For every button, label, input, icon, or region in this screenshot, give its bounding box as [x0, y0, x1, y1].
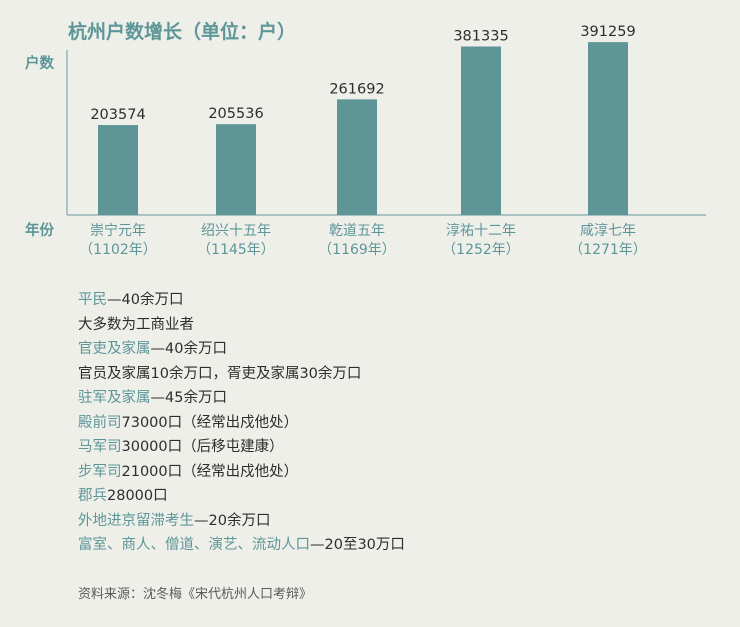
x-tick-year-label: （1271年） [569, 242, 647, 258]
note-item: 外地进京留滞考生—20余万口 [78, 509, 405, 534]
x-tick-year-label: （1145年） [197, 242, 275, 258]
note-label: 步军司 [78, 463, 122, 480]
note-label: 外地进京留滞考生 [78, 512, 194, 529]
note-item: 步军司21000口（经常出戍他处） [78, 460, 405, 485]
note-item: 大多数为工商业者 [78, 313, 405, 338]
note-item: 官员及家属10余万口，胥吏及家属30余万口 [78, 362, 405, 387]
source-note: 资料来源：沈冬梅《宋代杭州人口考辩》 [78, 587, 313, 602]
note-text: —20至30万口 [310, 537, 405, 553]
data-label: 391259 [580, 24, 635, 40]
bar [461, 46, 501, 215]
bar [98, 125, 138, 215]
note-label: 殿前司 [78, 414, 122, 431]
note-label: 驻军及家属 [78, 390, 151, 406]
note-text: 73000口（经常出戍他处） [121, 414, 299, 431]
data-label: 203574 [90, 107, 145, 123]
note-text: —20余万口 [194, 512, 271, 529]
note-text: —40余万口 [107, 292, 184, 308]
note-label: 郡兵 [78, 488, 107, 504]
bar [216, 124, 256, 215]
note-label: 平民 [78, 292, 107, 308]
note-text: 官员及家属10余万口，胥吏及家属30余万口 [78, 365, 362, 382]
note-text: 21000口（经常出戍他处） [121, 463, 299, 480]
data-label: 261692 [329, 81, 384, 97]
note-text: 28000口 [107, 488, 168, 504]
note-item: 富室、商人、僧道、演艺、流动人口—20至30万口 [78, 533, 405, 558]
x-tick-year-label: （1169年） [318, 242, 396, 258]
note-item: 郡兵28000口 [78, 484, 405, 509]
x-tick-label: 淳祐十二年 [446, 222, 516, 239]
note-text: —45余万口 [150, 390, 227, 406]
data-label: 205536 [208, 106, 263, 122]
note-item: 平民—40余万口 [78, 288, 405, 313]
note-item: 殿前司73000口（经常出戍他处） [78, 411, 405, 436]
note-item: 官吏及家属—40余万口 [78, 337, 405, 362]
note-item: 马军司30000口（后移屯建康） [78, 435, 405, 460]
data-label: 381335 [453, 29, 508, 45]
x-tick-label: 崇宁元年 [90, 222, 146, 239]
note-text: 30000口（后移屯建康） [121, 439, 284, 455]
x-tick-label: 咸淳七年 [580, 222, 636, 239]
note-label: 官吏及家属 [78, 341, 151, 357]
bar [588, 42, 628, 215]
x-tick-year-label: （1252年） [442, 242, 520, 258]
x-tick-year-label: （1102年） [79, 242, 157, 258]
note-label: 马军司 [78, 439, 122, 455]
note-label: 富室、商人、僧道、演艺、流动人口 [78, 537, 310, 553]
chart-title: 杭州户数增长（单位：户） [68, 21, 297, 43]
x-tick-label: 乾道五年 [329, 223, 385, 239]
note-text: 大多数为工商业者 [78, 316, 194, 333]
notes-list: 平民—40余万口 大多数为工商业者 官吏及家属—40余万口 官员及家属10余万口，胥吏… [78, 288, 405, 558]
x-axis-label: 年份 [25, 221, 54, 239]
x-tick-label: 绍兴十五年 [201, 223, 271, 239]
note-item: 驻军及家属—45余万口 [78, 386, 405, 411]
bar [337, 99, 377, 215]
note-text: —40余万口 [150, 341, 227, 357]
y-axis-label: 户数 [25, 54, 54, 72]
